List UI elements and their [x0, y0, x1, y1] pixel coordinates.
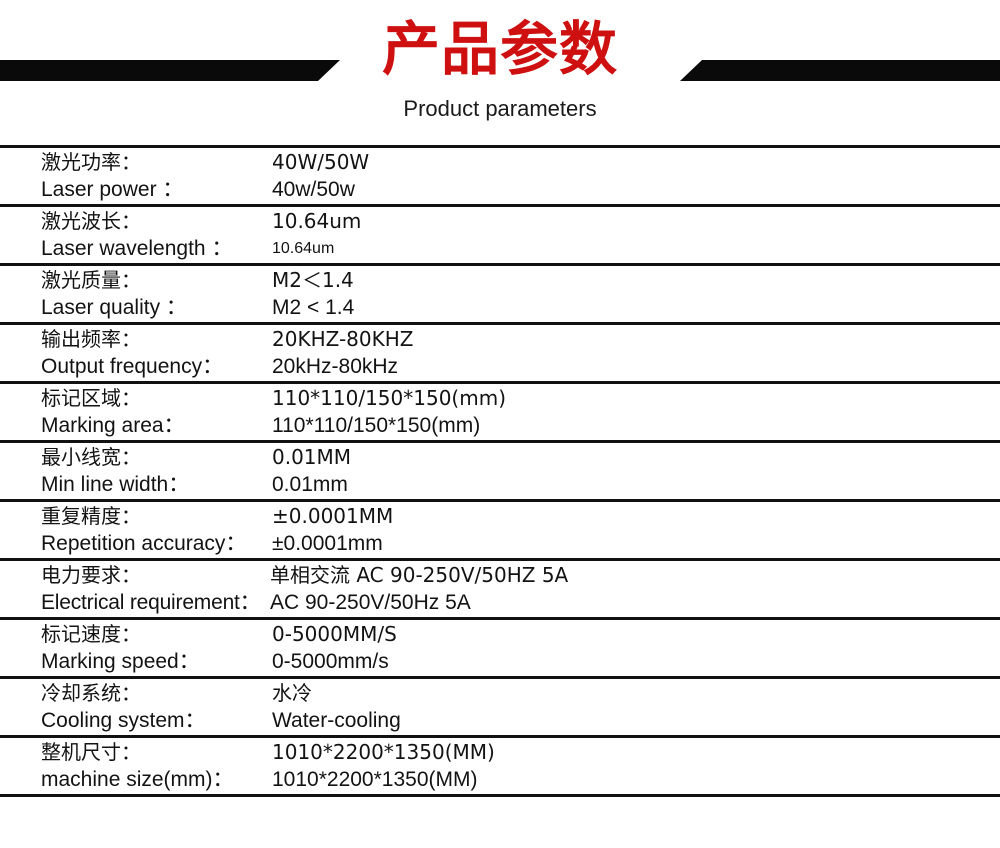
parameter-label-cn: 激光波长：	[41, 209, 141, 233]
parameter-label-en: Min line width：	[41, 473, 190, 496]
parameter-value-cn: 110*110/150*150(mm)	[272, 386, 507, 410]
parameter-label-cn: 激光功率：	[41, 150, 141, 174]
parameter-label-cn: 输出频率：	[41, 327, 141, 351]
parameter-label-cn: 最小线宽：	[41, 445, 141, 469]
row-chinese-line: 激光功率： 40W/50W	[0, 148, 1000, 176]
table-row: 冷却系统： 水冷 Cooling system： Water-cooling	[0, 679, 1000, 738]
row-chinese-line: 整机尺寸： 1010*2200*1350(MM)	[0, 738, 1000, 766]
parameter-value-en: 0-5000mm/s	[272, 650, 389, 673]
parameter-label-en: Laser quality ：	[41, 296, 187, 319]
row-english-line: Laser quality ： M2 < 1.4	[0, 294, 1000, 322]
row-english-line: Laser power ： 40w/50w	[0, 176, 1000, 204]
parameter-label-en: Laser wavelength ：	[41, 237, 233, 260]
table-row: 标记区域： 110*110/150*150(mm) Marking area： …	[0, 384, 1000, 443]
table-row: 激光波长： 10.64um Laser wavelength ： 10.64um	[0, 207, 1000, 266]
row-chinese-line: 激光波长： 10.64um	[0, 207, 1000, 235]
row-chinese-line: 标记区域： 110*110/150*150(mm)	[0, 384, 1000, 412]
parameter-label-cn: 整机尺寸：	[41, 740, 141, 764]
row-chinese-line: 激光质量： M2＜1.4	[0, 266, 1000, 294]
table-row: 整机尺寸： 1010*2200*1350(MM) machine size(mm…	[0, 738, 1000, 797]
left-decorative-bar	[0, 60, 340, 81]
row-english-line: Marking speed： 0-5000mm/s	[0, 648, 1000, 676]
parameter-value-en: 110*110/150*150(mm)	[272, 414, 481, 437]
parameter-value-cn: M2＜1.4	[272, 268, 354, 292]
parameter-value-cn: 水冷	[272, 681, 312, 705]
row-english-line: Output frequency： 20kHz-80kHz	[0, 353, 1000, 381]
parameter-label-en: Output frequency：	[41, 355, 224, 378]
parameter-label-cn: 标记速度：	[41, 622, 141, 646]
row-english-line: Marking area： 110*110/150*150(mm)	[0, 412, 1000, 440]
parameter-value-cn: ±0.0001MM	[272, 504, 394, 528]
table-row: 标记速度： 0-5000MM/S Marking speed： 0-5000mm…	[0, 620, 1000, 679]
table-row: 电力要求： 单相交流 AC 90-250V/50HZ 5A Electrical…	[0, 561, 1000, 620]
parameter-label-en: machine size(mm)：	[41, 768, 234, 791]
parameter-value-en: 0.01mm	[272, 473, 348, 496]
parameter-label-cn: 电力要求：	[41, 563, 141, 587]
parameter-value-cn: 20KHZ-80KHZ	[272, 327, 414, 351]
parameter-value-en: AC 90-250V/50Hz 5A	[270, 591, 471, 614]
parameter-label-cn: 激光质量：	[41, 268, 141, 292]
parameter-value-en: ±0.0001mm	[272, 532, 383, 555]
parameter-value-en: Water-cooling	[272, 709, 401, 732]
row-english-line: Electrical requirement： AC 90-250V/50Hz …	[0, 589, 1000, 617]
parameter-label-en: Laser power ：	[41, 178, 184, 201]
parameter-label-en: Marking speed：	[41, 650, 200, 673]
page-title: 产品参数	[381, 15, 618, 83]
table-row: 激光质量： M2＜1.4 Laser quality ： M2 < 1.4	[0, 266, 1000, 325]
row-english-line: Cooling system： Water-cooling	[0, 707, 1000, 735]
parameter-value-en: M2 < 1.4	[272, 296, 355, 319]
row-chinese-line: 重复精度： ±0.0001MM	[0, 502, 1000, 530]
parameter-label-en: Marking area：	[41, 414, 185, 437]
table-row: 激光功率： 40W/50W Laser power ： 40w/50w	[0, 148, 1000, 207]
parameter-label-en: Repetition accuracy：	[41, 532, 247, 555]
row-english-line: Laser wavelength ： 10.64um	[0, 235, 1000, 263]
row-chinese-line: 冷却系统： 水冷	[0, 679, 1000, 707]
parameter-label-en: Cooling system：	[41, 709, 206, 732]
row-chinese-line: 电力要求： 单相交流 AC 90-250V/50HZ 5A	[0, 561, 1000, 589]
row-english-line: machine size(mm)： 1010*2200*1350(MM)	[0, 766, 1000, 794]
table-row: 输出频率： 20KHZ-80KHZ Output frequency： 20kH…	[0, 325, 1000, 384]
parameter-label-cn: 重复精度：	[41, 504, 141, 528]
right-decorative-bar	[680, 60, 1000, 81]
table-row: 最小线宽： 0.01MM Min line width： 0.01mm	[0, 443, 1000, 502]
parameter-value-cn: 10.64um	[272, 209, 362, 233]
page-subtitle: Product parameters	[403, 96, 597, 121]
parameter-value-cn: 单相交流 AC 90-250V/50HZ 5A	[270, 563, 569, 587]
row-english-line: Repetition accuracy： ±0.0001mm	[0, 530, 1000, 558]
parameter-value-cn: 0.01MM	[272, 445, 352, 469]
row-english-line: Min line width： 0.01mm	[0, 471, 1000, 499]
table-row: 重复精度： ±0.0001MM Repetition accuracy： ±0.…	[0, 502, 1000, 561]
row-chinese-line: 最小线宽： 0.01MM	[0, 443, 1000, 471]
parameter-label-cn: 标记区域：	[41, 386, 141, 410]
row-chinese-line: 标记速度： 0-5000MM/S	[0, 620, 1000, 648]
parameter-value-cn: 0-5000MM/S	[272, 622, 397, 646]
parameter-value-en: 1010*2200*1350(MM)	[272, 768, 478, 791]
parameter-value-cn: 1010*2200*1350(MM)	[272, 740, 495, 764]
parameter-label-cn: 冷却系统：	[41, 681, 141, 705]
parameter-value-en: 20kHz-80kHz	[272, 355, 399, 378]
product-parameters-table: 激光功率： 40W/50W Laser power ： 40w/50w 激光波长…	[0, 145, 1000, 797]
row-chinese-line: 输出频率： 20KHZ-80KHZ	[0, 325, 1000, 353]
parameter-label-en: Electrical requirement：	[41, 591, 261, 614]
parameter-value-en: 40w/50w	[272, 178, 355, 201]
parameter-value-en: 10.64um	[272, 240, 335, 257]
page-banner: 产品参数 Product parameters	[0, 0, 1000, 140]
parameter-value-cn: 40W/50W	[272, 150, 370, 174]
